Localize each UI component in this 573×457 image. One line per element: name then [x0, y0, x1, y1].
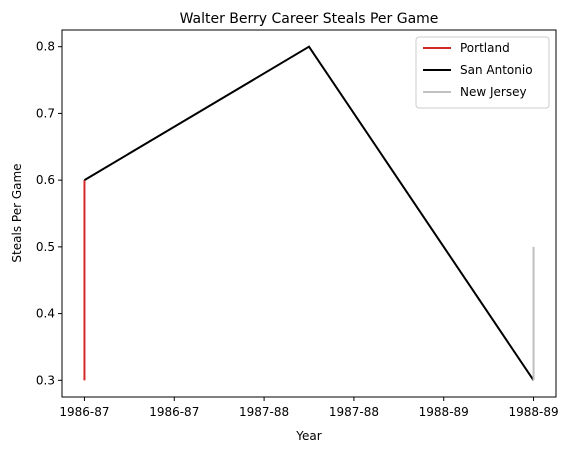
x-tick-label: 1987-88	[239, 405, 289, 419]
y-tick-label: 0.5	[36, 240, 55, 254]
y-tick-label: 0.7	[36, 106, 55, 120]
legend: Portland San Antonio New Jersey	[415, 36, 550, 109]
x-axis-label: Year	[295, 429, 321, 443]
plot-frame	[61, 29, 557, 398]
y-tick-label: 0.4	[36, 307, 55, 321]
series-line-san-antonio	[83, 45, 535, 381]
legend-label-portland: Portland	[460, 41, 510, 55]
x-tick-label: 1988-89	[419, 405, 469, 419]
legend-label-new-jersey: New Jersey	[460, 85, 527, 99]
x-tick-label: 1988-89	[508, 405, 558, 419]
x-tick-label: 1986-87	[59, 405, 109, 419]
x-axis: 1986-87 1986-87 1987-88 1987-88 1988-89 1988-…	[59, 397, 559, 419]
chart-title: Walter Berry Career Steals Per Game	[180, 11, 439, 27]
legend-frame	[415, 36, 550, 109]
x-tick-label: 1987-88	[329, 405, 379, 419]
x-tick-label: 1986-87	[149, 405, 199, 419]
plot-area	[83, 45, 535, 381]
y-axis-label: Steals Per Game	[10, 163, 24, 262]
y-tick-label: 0.8	[36, 40, 55, 54]
y-tick-label: 0.3	[36, 373, 55, 387]
y-tick-label: 0.6	[36, 173, 55, 187]
legend-label-san-antonio: San Antonio	[460, 63, 533, 77]
y-axis: 0.3 0.4 0.5 0.6 0.7 0.8	[36, 40, 62, 387]
